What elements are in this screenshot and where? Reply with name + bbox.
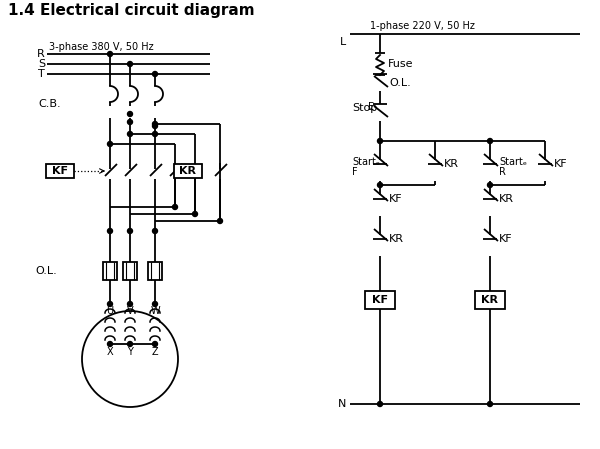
Text: Fuse: Fuse — [388, 59, 413, 69]
Circle shape — [152, 132, 157, 136]
Circle shape — [107, 141, 113, 146]
Circle shape — [107, 229, 113, 233]
Text: 3-phase 380 V, 50 Hz: 3-phase 380 V, 50 Hz — [49, 42, 154, 52]
Text: KR: KR — [179, 166, 197, 176]
Circle shape — [173, 204, 178, 210]
Circle shape — [107, 52, 113, 57]
Text: U: U — [106, 306, 113, 316]
Circle shape — [193, 211, 197, 216]
Text: C.B.: C.B. — [38, 99, 61, 109]
Text: KF: KF — [389, 194, 403, 204]
Text: Stop: Stop — [352, 103, 377, 113]
Circle shape — [152, 342, 157, 347]
Bar — [46, 164, 74, 178]
Text: S: S — [38, 59, 45, 69]
Text: KF: KF — [52, 166, 68, 176]
Text: O.L.: O.L. — [35, 266, 57, 276]
Circle shape — [128, 229, 133, 233]
Text: R: R — [499, 167, 506, 177]
Circle shape — [152, 301, 157, 307]
Text: Y: Y — [127, 347, 133, 357]
Bar — [103, 262, 117, 280]
Bar — [174, 164, 202, 178]
Circle shape — [487, 182, 493, 188]
Circle shape — [377, 138, 383, 144]
Circle shape — [152, 229, 157, 233]
Bar — [365, 291, 395, 309]
Circle shape — [107, 342, 113, 347]
Text: KR: KR — [499, 194, 514, 204]
Text: X: X — [107, 347, 113, 357]
Text: V: V — [127, 306, 133, 316]
Text: L: L — [340, 37, 346, 47]
Circle shape — [128, 301, 133, 307]
Text: F: F — [352, 167, 358, 177]
Circle shape — [107, 301, 113, 307]
Circle shape — [377, 401, 383, 406]
Text: E: E — [368, 102, 374, 112]
Text: KF: KF — [372, 295, 388, 305]
Circle shape — [152, 122, 157, 127]
Circle shape — [487, 138, 493, 144]
Text: KR: KR — [389, 234, 404, 244]
Circle shape — [128, 342, 133, 347]
Text: KR: KR — [444, 159, 459, 169]
Text: O.L.: O.L. — [389, 78, 411, 88]
Circle shape — [152, 71, 157, 76]
Text: N: N — [338, 399, 346, 409]
Circle shape — [377, 182, 383, 188]
Bar — [123, 262, 137, 280]
Bar — [475, 291, 505, 309]
Text: 1-phase 220 V, 50 Hz: 1-phase 220 V, 50 Hz — [370, 21, 475, 31]
Circle shape — [128, 132, 133, 136]
Text: Startₑ: Startₑ — [352, 157, 380, 167]
Circle shape — [128, 62, 133, 66]
Text: KF: KF — [499, 234, 512, 244]
Circle shape — [487, 401, 493, 406]
Bar — [148, 262, 162, 280]
Text: KR: KR — [482, 295, 499, 305]
Text: Z: Z — [152, 347, 158, 357]
Circle shape — [152, 123, 157, 128]
Circle shape — [128, 119, 133, 124]
Text: Startₑ: Startₑ — [499, 157, 527, 167]
Text: W: W — [150, 306, 160, 316]
Circle shape — [218, 219, 223, 224]
Circle shape — [128, 111, 133, 116]
Text: 1.4 Electrical circuit diagram: 1.4 Electrical circuit diagram — [8, 4, 254, 18]
Text: T: T — [38, 69, 45, 79]
Text: R: R — [37, 49, 45, 59]
Text: KF: KF — [554, 159, 568, 169]
